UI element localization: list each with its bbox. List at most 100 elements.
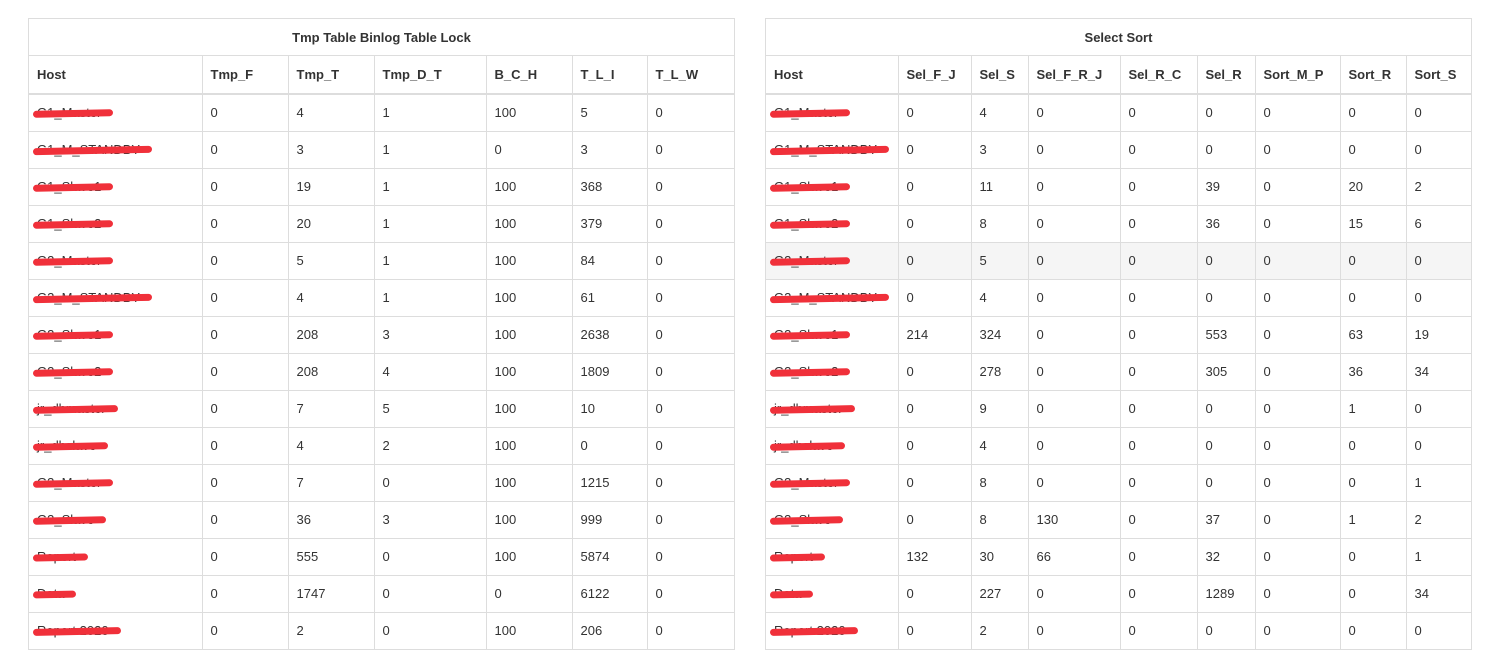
value-cell: 0 — [1028, 575, 1121, 613]
value-cell: 0 — [1028, 427, 1121, 465]
value-cell: 0 — [647, 538, 734, 576]
table-row: G3_Master07010012150 — [29, 464, 734, 502]
host-cell: jr_dbslave — [766, 427, 899, 465]
value-cell: 20 — [1340, 168, 1407, 206]
value-cell: 5 — [374, 390, 487, 428]
table-row: Data017470061220 — [29, 575, 734, 613]
host-name: Data — [32, 586, 77, 601]
value-cell: 0 — [1028, 464, 1121, 502]
value-cell: 39 — [1197, 168, 1256, 206]
table-row: G1_M_STANDBY031030 — [29, 131, 734, 169]
value-cell: 0 — [1197, 242, 1256, 280]
table-row: G3_Master08000001 — [766, 464, 1471, 502]
table-row: jr_dbslave04210000 — [29, 427, 734, 465]
value-cell: 278 — [971, 353, 1029, 391]
value-cell: 11 — [971, 168, 1029, 206]
table-row: G2_Slave202780030503634 — [766, 353, 1471, 391]
value-cell: 1 — [374, 168, 487, 206]
value-cell: 0 — [1120, 168, 1198, 206]
host-cell: jr_dbslave — [29, 427, 203, 465]
value-cell: 0 — [1406, 131, 1471, 169]
value-cell: 0 — [1120, 242, 1198, 280]
column-header: Sort_M_P — [1255, 56, 1341, 95]
value-cell: 0 — [1406, 279, 1471, 317]
value-cell: 0 — [1406, 612, 1471, 650]
panel-title: Select Sort — [766, 19, 1471, 56]
host-cell: G2_M_STANDBY — [29, 279, 203, 317]
host-cell: jr_dbmaster — [766, 390, 899, 428]
value-cell: 0 — [486, 131, 573, 169]
value-cell: 0 — [202, 279, 289, 317]
value-cell: 0 — [374, 464, 487, 502]
table-row: Report0555010058740 — [29, 538, 734, 576]
value-cell: 9 — [971, 390, 1029, 428]
value-cell: 0 — [1255, 427, 1341, 465]
redaction-mark — [769, 626, 858, 636]
value-cell: 0 — [1255, 242, 1341, 280]
host-name: Report — [32, 549, 89, 564]
value-cell: 0 — [202, 316, 289, 354]
value-cell: 0 — [1255, 94, 1341, 132]
tmp-table-binlog-table-lock-panel: Tmp Table Binlog Table Lock Host Tmp_F Tmp… — [28, 18, 735, 650]
value-cell: 0 — [1340, 464, 1407, 502]
value-cell: 0 — [1028, 612, 1121, 650]
redaction-mark — [769, 219, 851, 229]
value-cell: 227 — [971, 575, 1029, 613]
host-name: jr_dbmaster — [769, 401, 855, 416]
table-row: G1_Slave202011003790 — [29, 205, 734, 243]
host-name: G1_Slave1 — [32, 179, 114, 194]
value-cell: 100 — [486, 168, 573, 206]
column-header: Host — [766, 56, 899, 95]
value-cell: 0 — [202, 464, 289, 502]
table-row: jr_dbslave04000000 — [766, 427, 1471, 465]
value-cell: 0 — [898, 242, 972, 280]
redaction-mark — [32, 590, 77, 598]
value-cell: 0 — [898, 94, 972, 132]
value-cell: 5874 — [572, 538, 648, 576]
host-cell: G1_M_STANDBY — [29, 131, 203, 169]
value-cell: 0 — [1120, 575, 1198, 613]
value-cell: 0 — [1406, 427, 1471, 465]
value-cell: 0 — [1406, 242, 1471, 280]
value-cell: 214 — [898, 316, 972, 354]
value-cell: 1809 — [572, 353, 648, 391]
value-cell: 1 — [1340, 390, 1407, 428]
host-name: G2_Slave1 — [769, 327, 851, 342]
value-cell: 36 — [1197, 205, 1256, 243]
value-cell: 0 — [647, 427, 734, 465]
redaction-mark — [769, 108, 851, 118]
value-cell: 100 — [486, 94, 573, 132]
host-cell: G2_Slave1 — [29, 316, 203, 354]
table-row: G3_Slave08130037012 — [766, 501, 1471, 539]
value-cell: 0 — [1197, 390, 1256, 428]
value-cell: 0 — [202, 353, 289, 391]
redaction-mark — [32, 108, 114, 118]
value-cell: 4 — [288, 427, 375, 465]
value-cell: 0 — [1028, 205, 1121, 243]
table-row: G1_Slave101911003680 — [29, 168, 734, 206]
value-cell: 5 — [288, 242, 375, 280]
value-cell: 0 — [202, 242, 289, 280]
value-cell: 100 — [486, 612, 573, 650]
value-cell: 0 — [1028, 353, 1121, 391]
value-cell: 30 — [971, 538, 1029, 576]
host-name: G3_Slave — [769, 512, 844, 527]
value-cell: 0 — [1120, 131, 1198, 169]
value-cell: 3 — [374, 316, 487, 354]
host-name: G1_Slave2 — [769, 216, 851, 231]
table-header-row: Host Sel_F_J Sel_S Sel_F_R_J Sel_R_C Sel_R Sor… — [766, 56, 1471, 95]
value-cell: 5 — [971, 242, 1029, 280]
column-header: Sel_R_C — [1120, 56, 1198, 95]
redaction-mark — [769, 441, 846, 451]
value-cell: 0 — [572, 427, 648, 465]
value-cell: 0 — [1255, 390, 1341, 428]
table-row: Report 202002000000 — [766, 612, 1471, 650]
host-name: jr_dbmaster — [32, 401, 118, 416]
value-cell: 8 — [971, 464, 1029, 502]
column-header: Sel_S — [971, 56, 1029, 95]
value-cell: 20 — [288, 205, 375, 243]
value-cell: 63 — [1340, 316, 1407, 354]
value-cell: 0 — [202, 205, 289, 243]
